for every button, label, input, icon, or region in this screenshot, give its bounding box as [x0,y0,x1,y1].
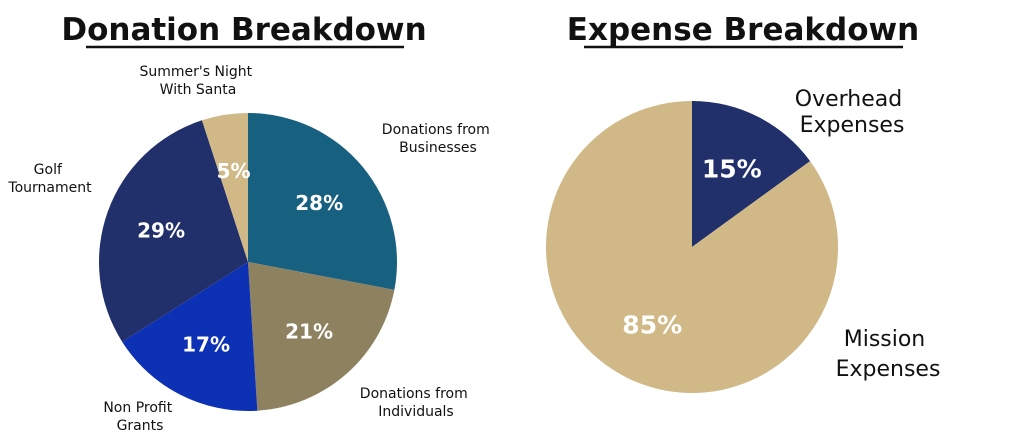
label-summers-night-line1: Summer's Night [139,64,252,80]
label-donations-businesses-line1: Donations from [382,122,490,138]
label-golf-tournament: Golf Tournament [7,162,92,196]
label-golf-tournament-line2: Tournament [7,180,92,196]
label-mission-expenses: Mission Expenses [836,327,941,382]
donation-value-label-summer-s-night-with-santa: 5% [217,159,251,183]
donation-slice-donations-from-businesses [248,113,397,290]
label-donations-individuals-line1: Donations from [360,386,468,402]
label-mission-expenses-line2: Expenses [836,357,941,382]
expense-value-label-overhead-expenses: 15% [702,154,762,183]
label-nonprofit-grants: Non Profit Grants [103,400,176,434]
label-overhead-expenses-line2: Expenses [800,113,905,138]
donation-value-label-non-profit-grants: 17% [182,332,230,356]
expense-title: Expense Breakdown [567,12,919,48]
donation-value-label-golf-tournament: 29% [137,219,185,243]
label-overhead-expenses-line1: Overhead [795,87,902,112]
expense-chart: Expense Breakdown 15% 85% Overhead Expens… [546,12,940,393]
label-donations-individuals-line2: Individuals [378,404,453,420]
donation-chart: Donation Breakdown 28% 21% 17% 29% 5% Donati… [7,12,494,434]
label-overhead-expenses: Overhead Expenses [795,87,909,138]
expense-value-label-mission-expenses: 85% [622,311,682,340]
expense-pie: 15% 85% [546,101,839,393]
expense-slice-mission-expenses [546,101,839,393]
donation-slice-non-profit-grants [122,262,258,412]
label-summers-night-line2: With Santa [160,82,237,98]
expense-slice-overhead-expenses [692,101,811,247]
label-nonprofit-grants-line2: Grants [117,418,164,434]
donation-title: Donation Breakdown [61,12,426,48]
donation-slice-golf-tournament [99,120,249,342]
donation-value-label-donations-from-individuals: 21% [285,319,333,343]
donation-slice-donations-from-individuals [248,262,395,411]
label-golf-tournament-line1: Golf [34,162,63,178]
label-nonprofit-grants-line1: Non Profit [103,400,172,416]
donation-value-label-donations-from-businesses: 28% [295,191,343,215]
donation-pie: 28% 21% 17% 29% 5% [99,113,397,412]
label-mission-expenses-line1: Mission [844,327,926,352]
donation-slice-summer-s-night-with-santa [201,113,248,262]
label-donations-individuals: Donations from Individuals [360,386,472,420]
label-summers-night: Summer's Night With Santa [139,64,256,98]
label-donations-businesses-line2: Businesses [399,140,477,156]
label-donations-businesses: Donations from Businesses [382,122,494,156]
